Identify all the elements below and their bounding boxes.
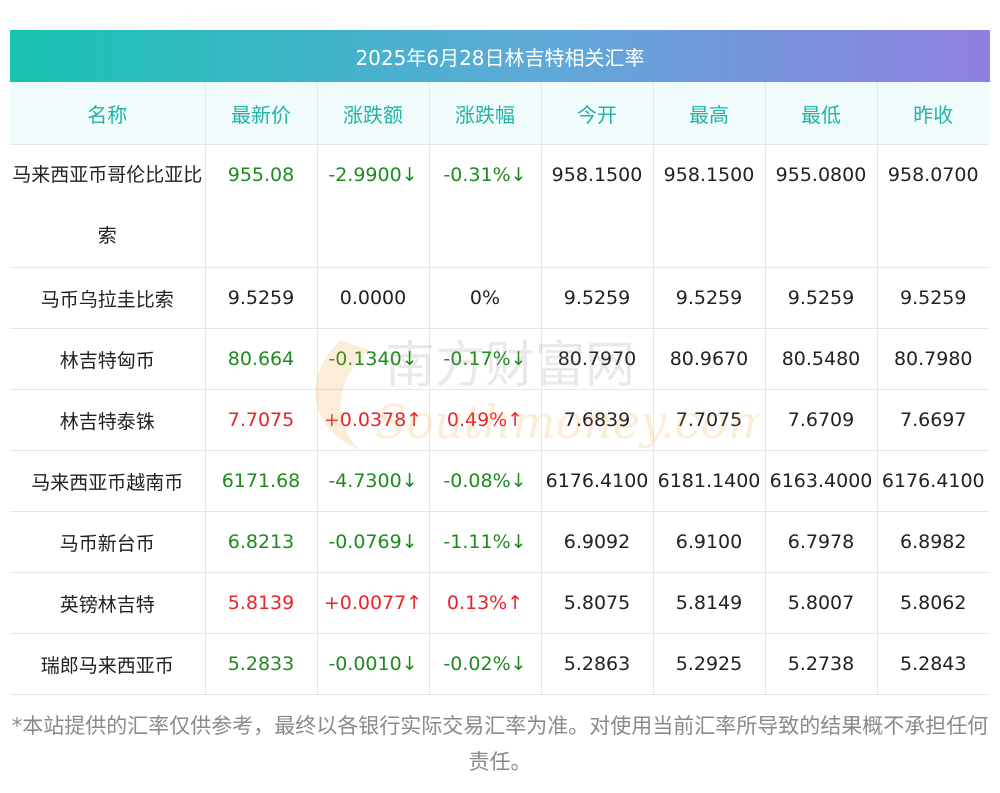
low-price: 5.8007 (765, 572, 878, 634)
open-price: 9.5259 (541, 267, 654, 329)
prev-close-price: 7.6697 (877, 389, 989, 451)
currency-pair-name: 林吉特匈币 (10, 328, 206, 390)
latest-price: 6171.68 (205, 450, 318, 512)
high-price: 80.9670 (653, 328, 766, 390)
open-price: 6.9092 (541, 511, 654, 573)
change-percent: -0.02%↓ (429, 633, 542, 695)
table-title: 2025年6月28日林吉特相关汇率 (10, 30, 990, 82)
change-amount: -0.1340↓ (317, 328, 430, 390)
high-price: 7.7075 (653, 389, 766, 451)
header-change-pct: 涨跌幅 (429, 82, 542, 145)
high-price: 5.8149 (653, 572, 766, 634)
high-price: 958.1500 (653, 144, 766, 268)
change-percent: -1.11%↓ (429, 511, 542, 573)
latest-price: 9.5259 (205, 267, 318, 329)
open-price: 5.8075 (541, 572, 654, 634)
table-row: 瑞郎马来西亚币 5.2833 -0.0010↓ -0.02%↓ 5.2863 5… (10, 633, 989, 695)
table-header-row: 名称 最新价 涨跌额 涨跌幅 今开 最高 最低 昨收 (10, 82, 989, 145)
header-high: 最高 (653, 82, 766, 145)
latest-price: 955.08 (205, 144, 318, 268)
prev-close-price: 5.2843 (877, 633, 989, 695)
table-row: 马币新台币 6.8213 -0.0769↓ -1.11%↓ 6.9092 6.9… (10, 511, 989, 573)
latest-price: 7.7075 (205, 389, 318, 451)
open-price: 6176.4100 (541, 450, 654, 512)
table-row: 马币乌拉圭比索 9.5259 0.0000 0% 9.5259 9.5259 9… (10, 267, 989, 329)
currency-pair-name: 马币新台币 (10, 511, 206, 573)
prev-close-price: 6176.4100 (877, 450, 989, 512)
low-price: 7.6709 (765, 389, 878, 451)
exchange-rate-table: 名称 最新价 涨跌额 涨跌幅 今开 最高 最低 昨收 马来西亚币哥伦比亚比索 9… (10, 82, 989, 695)
change-percent: 0.13%↑ (429, 572, 542, 634)
prev-close-price: 958.0700 (877, 144, 989, 268)
open-price: 958.1500 (541, 144, 654, 268)
header-low: 最低 (765, 82, 878, 145)
table-row: 林吉特泰铢 7.7075 +0.0378↑ 0.49%↑ 7.6839 7.70… (10, 389, 989, 451)
latest-price: 5.2833 (205, 633, 318, 695)
currency-pair-name: 马来西亚币哥伦比亚比索 (10, 144, 206, 268)
high-price: 9.5259 (653, 267, 766, 329)
low-price: 6.7978 (765, 511, 878, 573)
currency-pair-name: 英镑林吉特 (10, 572, 206, 634)
disclaimer-footnote: *本站提供的汇率仅供参考，最终以各银行实际交易汇率为准。对使用当前汇率所导致的结… (11, 714, 989, 774)
low-price: 955.0800 (765, 144, 878, 268)
table-row: 英镑林吉特 5.8139 +0.0077↑ 0.13%↑ 5.8075 5.81… (10, 572, 989, 634)
header-name: 名称 (10, 82, 206, 145)
change-amount: 0.0000 (317, 267, 430, 329)
low-price: 9.5259 (765, 267, 878, 329)
open-price: 80.7970 (541, 328, 654, 390)
prev-close-price: 5.8062 (877, 572, 989, 634)
currency-pair-name: 马来西亚币越南币 (10, 450, 206, 512)
change-amount: -4.7300↓ (317, 450, 430, 512)
header-latest: 最新价 (205, 82, 318, 145)
change-amount: +0.0378↑ (317, 389, 430, 451)
low-price: 5.2738 (765, 633, 878, 695)
prev-close-price: 6.8982 (877, 511, 989, 573)
change-percent: -0.31%↓ (429, 144, 542, 268)
change-percent: 0.49%↑ (429, 389, 542, 451)
change-percent: -0.08%↓ (429, 450, 542, 512)
high-price: 6.9100 (653, 511, 766, 573)
open-price: 7.6839 (541, 389, 654, 451)
open-price: 5.2863 (541, 633, 654, 695)
currency-pair-name: 马币乌拉圭比索 (10, 267, 206, 329)
table-row: 马来西亚币越南币 6171.68 -4.7300↓ -0.08%↓ 6176.4… (10, 450, 989, 512)
low-price: 80.5480 (765, 328, 878, 390)
table-row: 马来西亚币哥伦比亚比索 955.08 -2.9900↓ -0.31%↓ 958.… (10, 144, 989, 268)
latest-price: 80.664 (205, 328, 318, 390)
latest-price: 6.8213 (205, 511, 318, 573)
prev-close-price: 80.7980 (877, 328, 989, 390)
currency-pair-name: 瑞郎马来西亚币 (10, 633, 206, 695)
change-amount: -0.0010↓ (317, 633, 430, 695)
header-change: 涨跌额 (317, 82, 430, 145)
high-price: 5.2925 (653, 633, 766, 695)
latest-price: 5.8139 (205, 572, 318, 634)
change-percent: 0% (429, 267, 542, 329)
change-amount: -2.9900↓ (317, 144, 430, 268)
change-amount: -0.0769↓ (317, 511, 430, 573)
change-percent: -0.17%↓ (429, 328, 542, 390)
change-amount: +0.0077↑ (317, 572, 430, 634)
header-prev-close: 昨收 (877, 82, 989, 145)
table-row: 林吉特匈币 80.664 -0.1340↓ -0.17%↓ 80.7970 80… (10, 328, 989, 390)
prev-close-price: 9.5259 (877, 267, 989, 329)
currency-pair-name: 林吉特泰铢 (10, 389, 206, 451)
header-open: 今开 (541, 82, 654, 145)
high-price: 6181.1400 (653, 450, 766, 512)
low-price: 6163.4000 (765, 450, 878, 512)
